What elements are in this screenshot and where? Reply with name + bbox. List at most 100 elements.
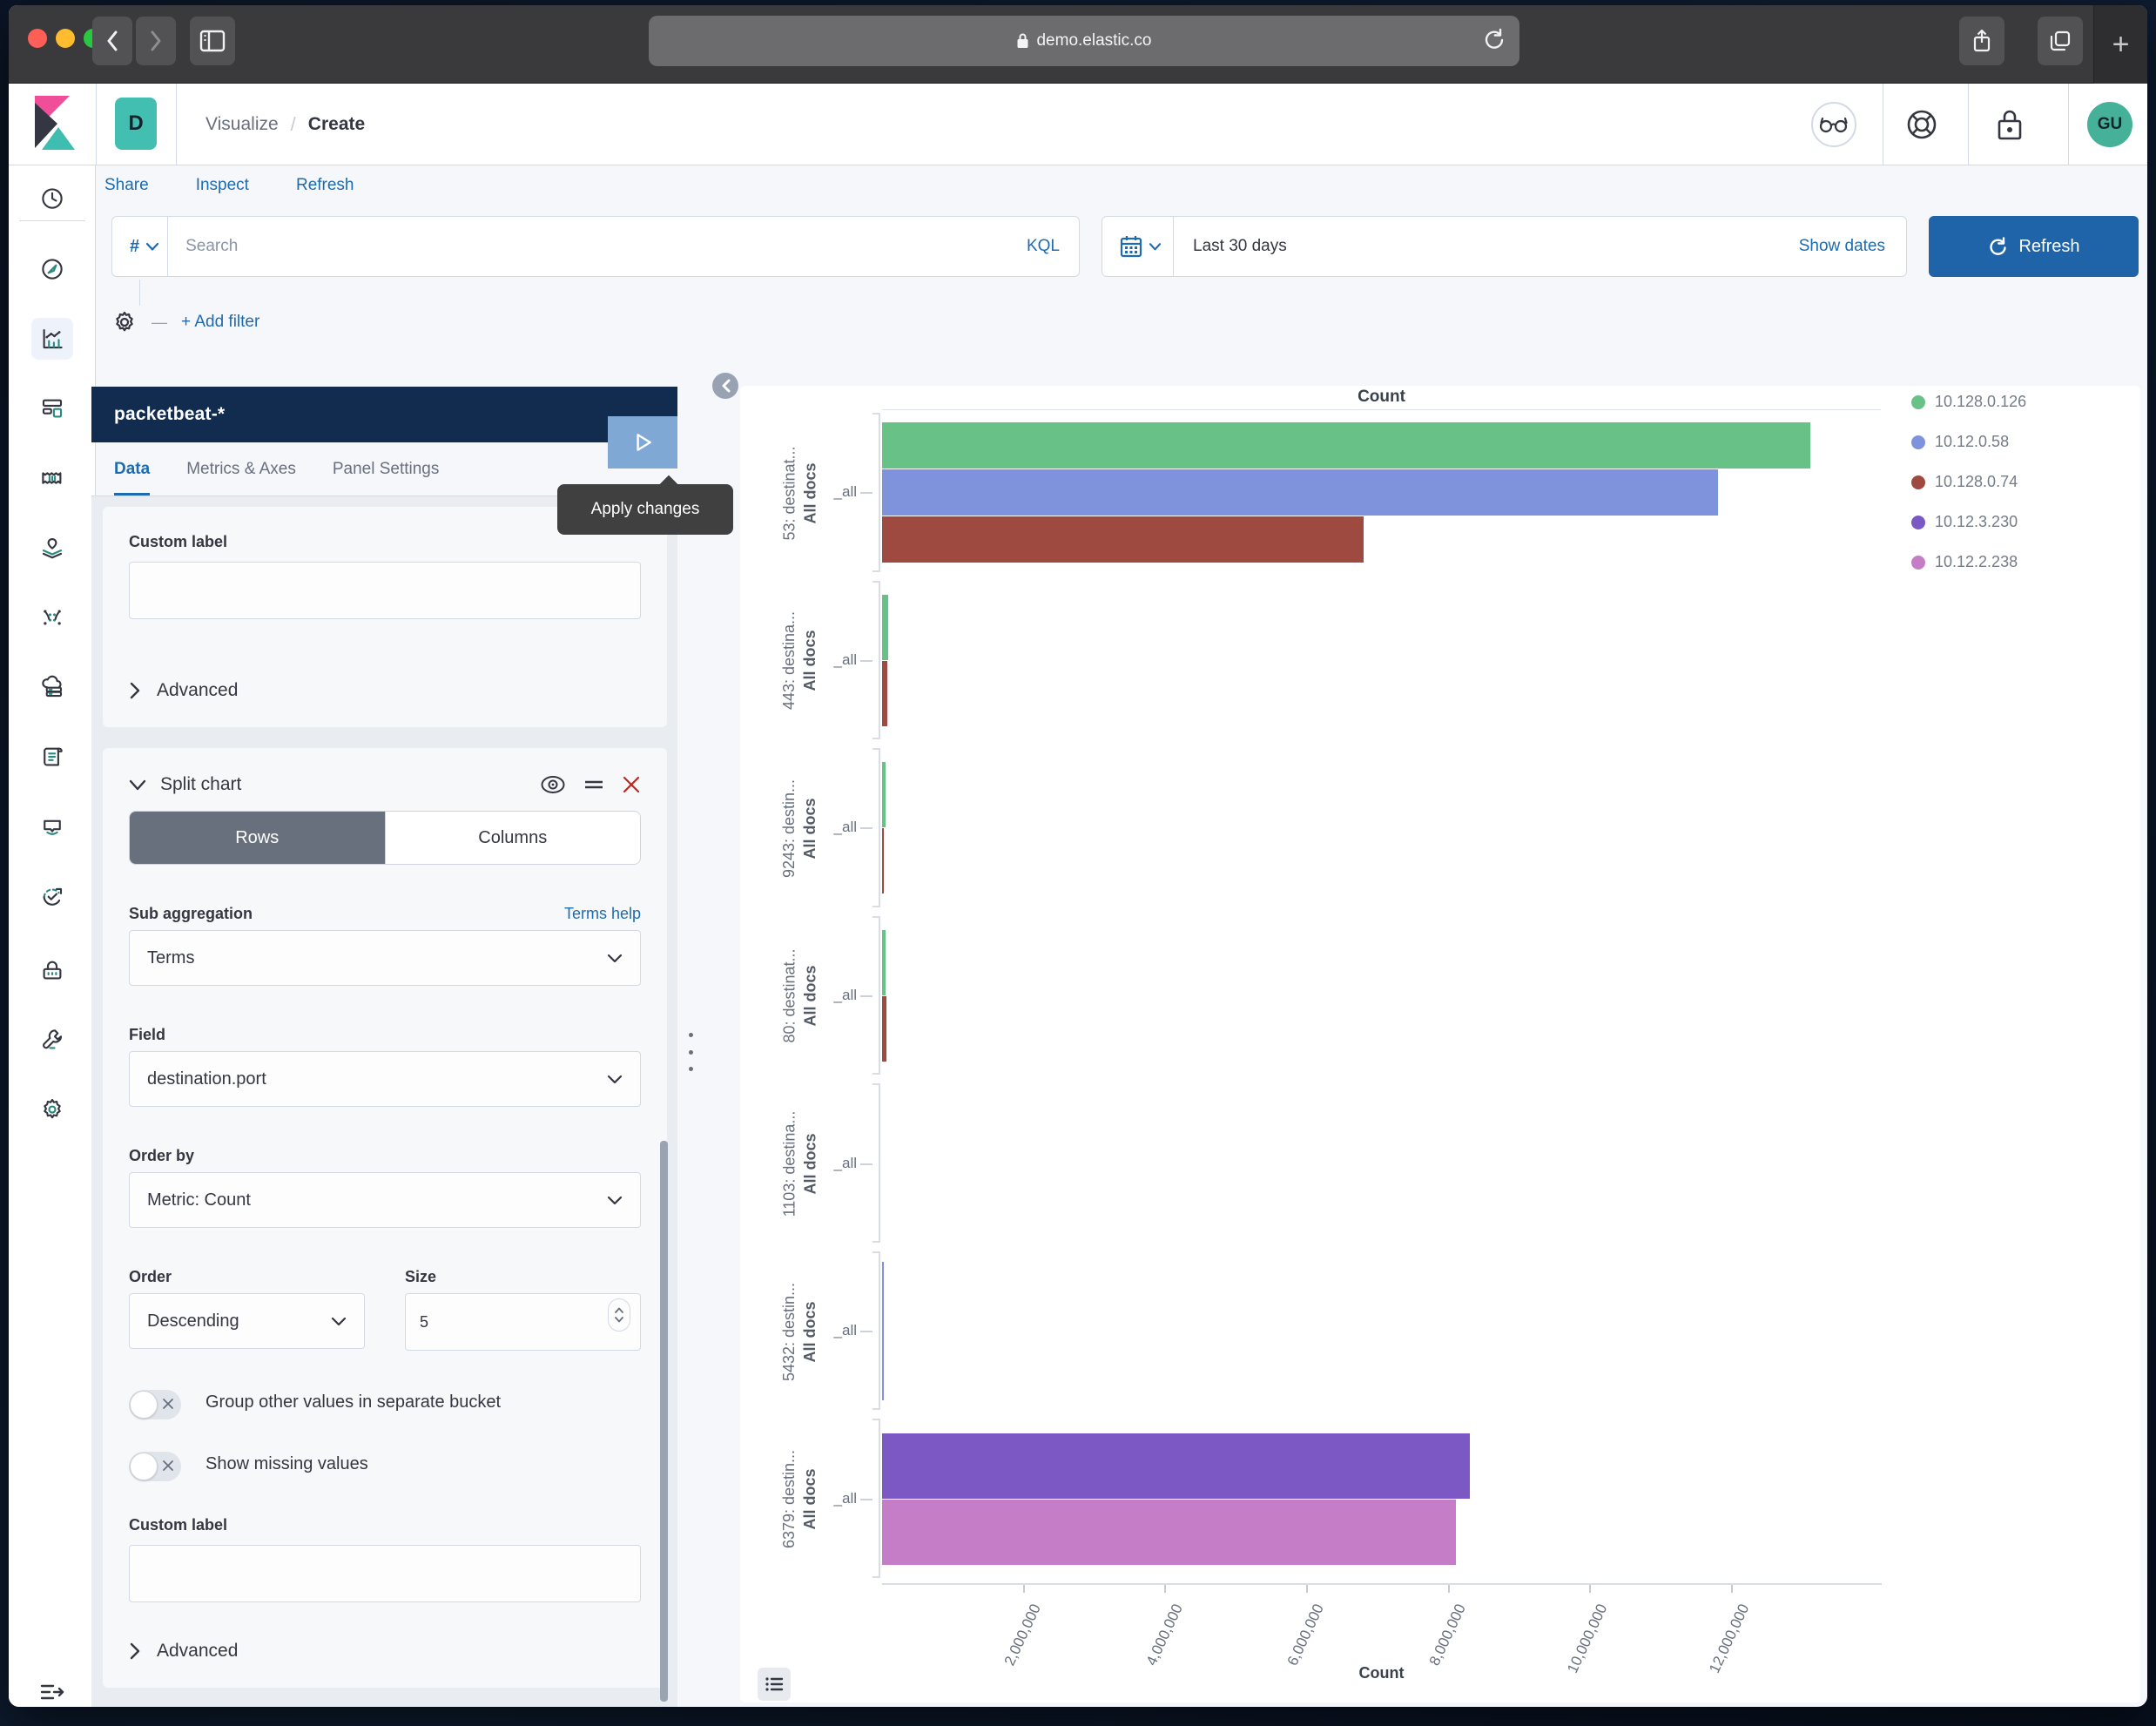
refresh-link[interactable]: Refresh bbox=[295, 176, 354, 194]
show-dates-button[interactable]: Show dates bbox=[1798, 237, 1885, 255]
query-language-button[interactable]: KQL bbox=[1026, 237, 1060, 255]
breadcrumb-parent[interactable]: Visualize bbox=[205, 113, 279, 134]
sidebar-toggle-icon[interactable] bbox=[190, 17, 235, 65]
help-icon[interactable] bbox=[1899, 102, 1944, 147]
forward-button[interactable] bbox=[136, 17, 176, 65]
bar-10.12.0.58[interactable] bbox=[882, 469, 1718, 516]
collapse-menu-icon[interactable] bbox=[31, 1672, 73, 1707]
legend-toggle-button[interactable] bbox=[758, 1668, 791, 1701]
terms-help-link[interactable]: Terms help bbox=[563, 905, 641, 922]
show-missing-toggle[interactable] bbox=[129, 1452, 181, 1481]
new-tab-button[interactable]: + bbox=[2093, 5, 2147, 84]
bar-10.12.3.230[interactable] bbox=[882, 1433, 1471, 1499]
clock-icon bbox=[39, 185, 65, 212]
bar-10.12.0.58[interactable] bbox=[882, 1262, 885, 1401]
chevron-right-icon bbox=[130, 1642, 140, 1660]
address-bar[interactable]: demo.elastic.co bbox=[649, 16, 1519, 66]
order-by-select[interactable]: Metric: Count bbox=[129, 1172, 641, 1228]
bar-10.128.0.126[interactable] bbox=[882, 422, 1810, 469]
advanced-accordion[interactable]: Advanced bbox=[129, 680, 641, 701]
minimize-window-button[interactable] bbox=[56, 29, 75, 48]
drag-handle-icon[interactable] bbox=[583, 779, 604, 791]
bar-10.128.0.74[interactable] bbox=[882, 660, 888, 726]
kibana-logo[interactable] bbox=[35, 96, 77, 152]
inspect-link[interactable]: Inspect bbox=[195, 176, 249, 194]
tab-metrics-axes[interactable]: Metrics & Axes bbox=[186, 459, 296, 478]
custom-label-input[interactable] bbox=[129, 562, 641, 619]
sidebar-item-visualize[interactable] bbox=[31, 318, 73, 360]
sidebar-item-discover[interactable] bbox=[31, 248, 73, 290]
share-link[interactable]: Share bbox=[104, 176, 149, 194]
tab-panel-settings[interactable]: Panel Settings bbox=[332, 459, 440, 478]
sidebar-item-logs[interactable] bbox=[31, 666, 73, 708]
sidebar-item-machine-learning[interactable] bbox=[31, 597, 73, 638]
advanced-accordion[interactable]: Advanced bbox=[129, 1641, 641, 1662]
chevron-down-icon[interactable] bbox=[129, 779, 146, 791]
tab-data[interactable]: Data bbox=[114, 442, 150, 496]
sidebar-item-docs[interactable] bbox=[31, 736, 73, 778]
sidebar-item-management[interactable] bbox=[31, 1089, 73, 1130]
filter-options-gear-icon[interactable] bbox=[111, 309, 138, 335]
tabs-overview-icon[interactable] bbox=[2038, 17, 2083, 65]
legend-item[interactable]: 10.128.0.74 bbox=[1911, 473, 2026, 491]
sidebar-item-uptime[interactable] bbox=[31, 806, 73, 847]
sub-aggregation-label: Sub aggregation bbox=[129, 905, 253, 922]
legend-item[interactable]: 10.12.3.230 bbox=[1911, 513, 2026, 531]
bar-10.128.0.126[interactable] bbox=[882, 930, 886, 995]
sidebar-item-recently-viewed[interactable] bbox=[31, 178, 73, 219]
bar-10.128.0.126[interactable] bbox=[882, 594, 888, 660]
legend-item[interactable]: 10.12.2.238 bbox=[1911, 553, 2026, 571]
avatar[interactable]: GU bbox=[2087, 102, 2132, 147]
sidebar-item-apm[interactable] bbox=[31, 875, 73, 917]
number-stepper[interactable] bbox=[608, 1298, 630, 1332]
x-axis-tick bbox=[1731, 1585, 1734, 1593]
rows-columns-segmented-control: Rows Columns bbox=[129, 811, 641, 865]
bar-10.12.2.238[interactable] bbox=[882, 1499, 1456, 1565]
y-axis-tick-label: _all bbox=[833, 483, 857, 501]
field-select[interactable]: destination.port bbox=[129, 1051, 641, 1107]
search-input[interactable] bbox=[168, 237, 1027, 256]
lock-icon[interactable] bbox=[1987, 102, 2032, 147]
toggle-visibility-eye-icon[interactable] bbox=[540, 775, 566, 794]
sub-aggregation-select[interactable]: Terms bbox=[129, 930, 641, 986]
show-missing-toggle-row: Show missing values bbox=[129, 1451, 641, 1481]
back-button[interactable] bbox=[92, 17, 132, 65]
size-input[interactable] bbox=[405, 1293, 641, 1351]
chevron-right-icon bbox=[130, 682, 140, 699]
bar-10.128.0.126[interactable] bbox=[882, 762, 886, 828]
calendar-icon[interactable] bbox=[1102, 234, 1173, 259]
add-filter-button[interactable]: + Add filter bbox=[181, 313, 260, 331]
y-axis-tick bbox=[860, 1331, 873, 1333]
remove-bucket-icon[interactable] bbox=[622, 775, 641, 794]
sidebar-item-security[interactable] bbox=[31, 949, 73, 991]
bucket-custom-label-input[interactable] bbox=[129, 1545, 641, 1602]
group-other-toggle[interactable] bbox=[129, 1390, 181, 1419]
time-range-value[interactable]: Last 30 days bbox=[1193, 237, 1287, 255]
bar-10.128.0.74[interactable] bbox=[882, 516, 1364, 563]
close-window-button[interactable] bbox=[28, 29, 47, 48]
refresh-button[interactable]: Refresh bbox=[1929, 216, 2139, 277]
space-badge[interactable]: D bbox=[115, 98, 157, 150]
legend-item[interactable]: 10.12.0.58 bbox=[1911, 433, 2026, 451]
rows-button[interactable]: Rows bbox=[130, 812, 385, 864]
legend-item[interactable]: 10.128.0.126 bbox=[1911, 393, 2026, 411]
share-icon[interactable] bbox=[1959, 17, 2004, 65]
split-row-bracket bbox=[873, 1419, 880, 1578]
editor-scrollbar[interactable] bbox=[660, 1141, 668, 1702]
sidebar-item-dashboard[interactable] bbox=[31, 388, 73, 429]
reload-icon[interactable] bbox=[1483, 27, 1506, 53]
browser-chrome: demo.elastic.co + bbox=[9, 5, 2147, 84]
columns-button[interactable]: Columns bbox=[384, 812, 640, 864]
bar-10.128.0.74[interactable] bbox=[882, 996, 887, 1062]
panel-resizer-handle[interactable] bbox=[687, 1033, 694, 1071]
order-select[interactable]: Descending bbox=[129, 1293, 365, 1349]
sidebar-item-canvas[interactable] bbox=[31, 457, 73, 499]
collapse-panel-button[interactable] bbox=[712, 373, 738, 399]
sidebar-item-maps[interactable] bbox=[31, 527, 73, 569]
bar-10.128.0.74[interactable] bbox=[882, 828, 884, 894]
filter-language-dropdown[interactable]: # bbox=[112, 237, 167, 257]
sidebar-item-dev-tools[interactable] bbox=[31, 1019, 73, 1061]
split-row-bracket bbox=[873, 748, 880, 907]
apply-changes-button[interactable] bbox=[608, 416, 677, 469]
glasses-icon[interactable] bbox=[1811, 102, 1856, 147]
